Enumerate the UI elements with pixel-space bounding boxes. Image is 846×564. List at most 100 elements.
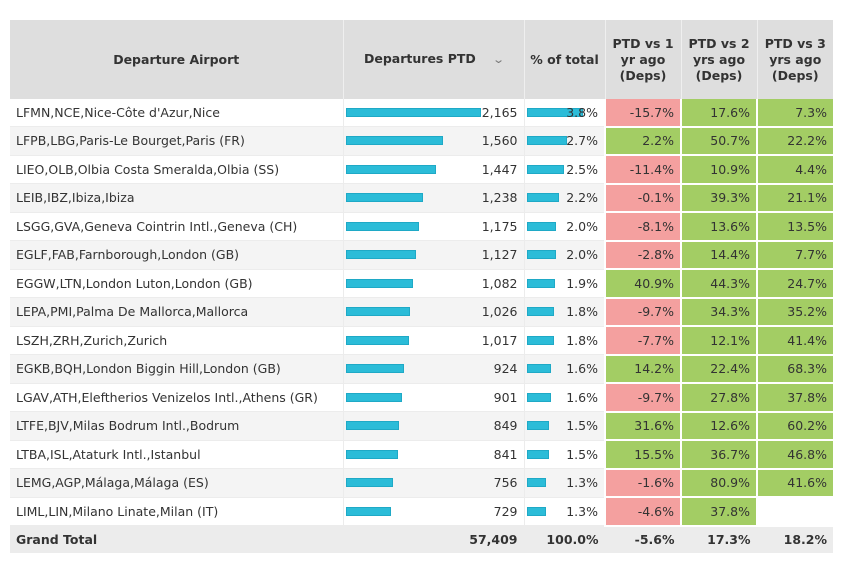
pct-total-cell: 1.5%	[523, 440, 605, 469]
departures-value: 849	[493, 418, 518, 434]
table-row[interactable]: EGGW,LTN,London Luton,London (GB) 1,082 1.…	[10, 269, 833, 299]
departures-bar	[345, 108, 481, 117]
ptd-vs1-cell: -11.4%	[604, 155, 681, 185]
grand-total-pct: 100.0%	[523, 525, 605, 553]
ptd-vs3-cell: 7.3%	[756, 99, 833, 128]
pct-total-value: 2.2%	[566, 190, 598, 206]
departures-value: 1,238	[481, 190, 518, 206]
pct-total-value: 1.6%	[566, 389, 598, 405]
ptd-vs2-cell: 12.1%	[680, 326, 757, 356]
airport-cell: LTBA,ISL,Ataturk Intl.,Istanbul	[10, 440, 343, 469]
pct-total-cell: 2.0%	[523, 240, 605, 270]
ptd-vs2-cell: 34.3%	[680, 297, 757, 327]
ptd-vs3-cell: 60.2%	[756, 411, 833, 441]
pct-total-bar	[526, 193, 559, 202]
departures-cell: 841	[342, 440, 524, 469]
table-row[interactable]: LFMN,NCE,Nice-Côte d'Azur,Nice 2,165 3.8% -…	[10, 99, 833, 128]
table-row[interactable]: LTBA,ISL,Ataturk Intl.,Istanbul 841 1.5% 15…	[10, 440, 833, 470]
departures-value: 1,082	[481, 275, 518, 291]
pct-total-cell: 1.3%	[523, 497, 605, 526]
table-row[interactable]: LIEO,OLB,Olbia Costa Smeralda,Olbia (SS)…	[10, 155, 833, 185]
departures-value: 1,447	[481, 161, 518, 177]
departures-cell: 1,127	[342, 240, 524, 270]
header-ptd-vs-3yrs[interactable]: PTD vs 3 yrs ago (Deps)	[756, 20, 833, 99]
chevron-down-icon[interactable]: ⌄	[491, 53, 505, 66]
pct-total-bar	[526, 335, 554, 345]
header-departure-airport[interactable]: Departure Airport	[10, 20, 343, 99]
table-row[interactable]: EGKB,BQH,London Biggin Hill,London (GB) 9…	[10, 354, 833, 384]
airport-cell: LSZH,ZRH,Zurich,Zurich	[10, 326, 343, 355]
departures-value: 729	[493, 503, 518, 519]
ptd-vs1-cell: -1.6%	[604, 468, 681, 498]
departures-cell: 1,026	[342, 297, 524, 327]
departures-cell: 729	[342, 497, 524, 526]
departures-cell: 2,165	[342, 99, 524, 127]
departures-cell: 1,560	[342, 126, 524, 156]
departures-cell: 1,238	[342, 183, 524, 213]
grand-total-vs1: -5.6%	[604, 525, 681, 553]
table-row[interactable]: LEPA,PMI,Palma De Mallorca,Mallorca 1,026…	[10, 297, 833, 327]
ptd-vs3-cell: 46.8%	[756, 440, 833, 470]
table-row[interactable]: LEMG,AGP,Málaga,Málaga (ES) 756 1.3% -1.6% 8…	[10, 468, 833, 498]
ptd-vs1-cell: -2.8%	[604, 240, 681, 270]
departures-bar	[345, 449, 398, 459]
departures-cell: 924	[342, 354, 524, 384]
table-row[interactable]: LFPB,LBG,Paris-Le Bourget,Paris (FR) 1,56…	[10, 126, 833, 156]
header-departures-label: Departures PTD	[364, 51, 476, 66]
pct-total-cell: 1.6%	[523, 383, 605, 412]
departures-value: 1,127	[481, 247, 518, 263]
grand-total-vs3: 18.2%	[756, 525, 833, 553]
pct-total-value: 1.8%	[566, 332, 598, 348]
ptd-vs1-cell: -7.7%	[604, 326, 681, 356]
table-row[interactable]: LSZH,ZRH,Zurich,Zurich 1,017 1.8% -7.7% 12.1…	[10, 326, 833, 356]
ptd-vs2-cell: 13.6%	[680, 212, 757, 242]
table-row[interactable]: LIML,LIN,Milano Linate,Milan (IT) 729 1.3%…	[10, 497, 833, 527]
airport-cell: LGAV,ATH,Eleftherios Venizelos Intl.,Ath…	[10, 383, 343, 412]
departures-value: 924	[493, 361, 518, 377]
pct-total-cell: 1.8%	[523, 297, 605, 327]
pct-total-value: 2.0%	[566, 247, 598, 263]
ptd-vs2-cell: 27.8%	[680, 383, 757, 413]
pct-total-bar	[526, 278, 555, 288]
table-body: LFMN,NCE,Nice-Côte d'Azur,Nice 2,165 3.8% -…	[10, 99, 833, 527]
departures-bar	[345, 250, 416, 259]
pct-total-bar	[526, 164, 564, 174]
pct-total-value: 2.0%	[566, 218, 598, 234]
ptd-vs2-cell: 10.9%	[680, 155, 757, 185]
header-ptd-vs-1yr[interactable]: PTD vs 1 yr ago (Deps)	[604, 20, 681, 99]
pct-total-value: 1.8%	[566, 304, 598, 320]
header-departures-ptd[interactable]: Departures PTD ⌄	[342, 20, 524, 99]
airport-cell: LEIB,IBZ,Ibiza,Ibiza	[10, 183, 343, 213]
departures-bar	[345, 307, 410, 316]
ptd-vs2-cell: 17.6%	[680, 99, 757, 128]
pct-total-bar	[526, 307, 554, 316]
ptd-vs3-cell	[756, 497, 833, 527]
pct-total-value: 1.3%	[566, 475, 598, 491]
table-row[interactable]: LEIB,IBZ,Ibiza,Ibiza 1,238 2.2% -0.1% 39.3% 2…	[10, 183, 833, 213]
departures-value: 841	[493, 446, 518, 462]
grand-total-label: Grand Total	[10, 525, 343, 553]
grand-total-row: Grand Total 57,409 100.0% -5.6% 17.3% 18…	[10, 525, 833, 553]
pct-total-cell: 2.2%	[523, 183, 605, 213]
ptd-vs3-cell: 24.7%	[756, 269, 833, 299]
pct-total-value: 1.3%	[566, 503, 598, 519]
airport-cell: EGGW,LTN,London Luton,London (GB)	[10, 269, 343, 298]
table-row[interactable]: LTFE,BJV,Milas Bodrum Intl.,Bodrum 849 1.5…	[10, 411, 833, 441]
table-row[interactable]: EGLF,FAB,Farnborough,London (GB) 1,127 2.0…	[10, 240, 833, 270]
airport-cell: LFPB,LBG,Paris-Le Bourget,Paris (FR)	[10, 126, 343, 156]
pct-total-cell: 1.3%	[523, 468, 605, 498]
ptd-vs3-cell: 68.3%	[756, 354, 833, 384]
departures-value: 1,017	[481, 332, 518, 348]
pct-total-bar	[526, 506, 546, 516]
airport-cell: LEPA,PMI,Palma De Mallorca,Mallorca	[10, 297, 343, 327]
table-row[interactable]: LSGG,GVA,Geneva Cointrin Intl.,Geneva (C…	[10, 212, 833, 242]
ptd-vs2-cell: 14.4%	[680, 240, 757, 270]
table-row[interactable]: LGAV,ATH,Eleftherios Venizelos Intl.,Ath…	[10, 383, 833, 413]
pct-total-value: 3.8%	[566, 105, 598, 120]
ptd-vs3-cell: 41.4%	[756, 326, 833, 356]
header-ptd-vs-2yrs[interactable]: PTD vs 2 yrs ago (Deps)	[680, 20, 757, 99]
ptd-vs1-cell: -9.7%	[604, 297, 681, 327]
ptd-vs1-cell: -9.7%	[604, 383, 681, 413]
pct-total-value: 1.6%	[566, 361, 598, 377]
header-pct-total[interactable]: % of total	[523, 20, 605, 99]
